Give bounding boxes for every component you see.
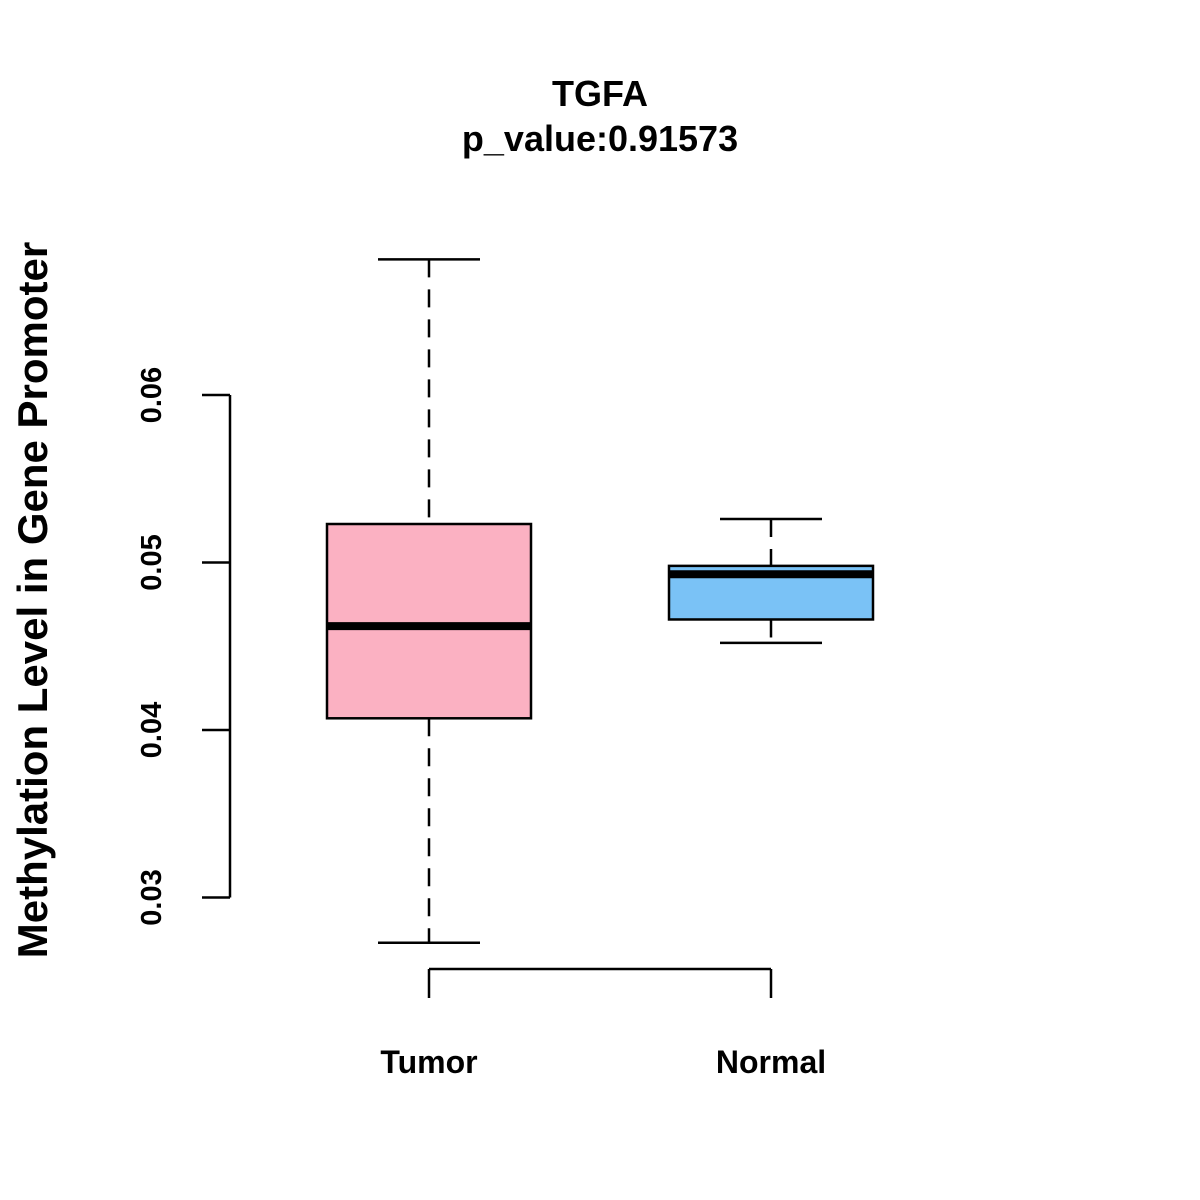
y-tick-label-0: 0.03: [136, 869, 168, 925]
y-axis-label: Methylation Level in Gene Promoter: [9, 242, 56, 958]
box-normal: [667, 517, 875, 645]
chart-title: TGFA: [552, 73, 648, 114]
y-axis: 0.03 0.04 0.05 0.06: [136, 367, 232, 926]
box-group: [325, 258, 875, 944]
x-tick-label-normal: Normal: [716, 1044, 826, 1080]
y-tick-label-3: 0.06: [136, 367, 168, 423]
y-tick-label-2: 0.05: [136, 534, 168, 590]
x-tick-label-tumor: Tumor: [380, 1044, 477, 1080]
box-tumor: [325, 258, 533, 944]
box-rect-tumor: [325, 522, 533, 720]
x-axis: Tumor Normal: [380, 967, 826, 1080]
chart-subtitle: p_value:0.91573: [462, 118, 738, 159]
y-tick-label-1: 0.04: [136, 702, 168, 758]
